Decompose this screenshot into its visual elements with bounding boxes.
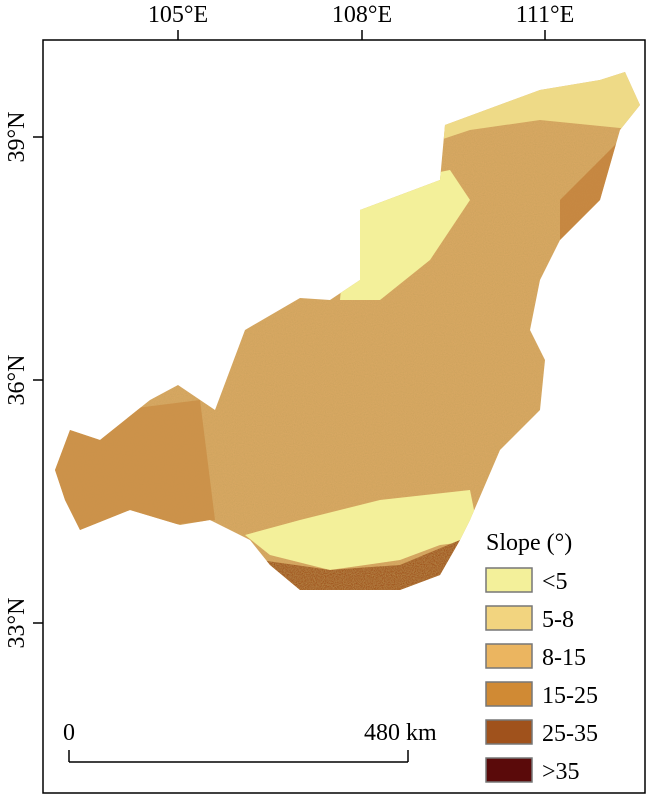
legend-label: >35 (542, 759, 580, 785)
left-tick-label: 36°N (4, 355, 30, 406)
legend-swatch (485, 605, 533, 631)
left-tick-label: 39°N (4, 112, 30, 163)
legend-label: <5 (542, 569, 568, 595)
legend-label: 5-8 (542, 607, 574, 633)
slope-raster (55, 72, 640, 590)
map-frame (42, 39, 646, 794)
left-tick-label: 33°N (4, 598, 30, 649)
legend-swatch (485, 643, 533, 669)
scale-start: 0 (63, 720, 75, 746)
top-tick-label: 105°E (148, 2, 208, 28)
legend-title: Slope (°) (486, 530, 572, 556)
legend-swatch (485, 757, 533, 783)
top-tick-label: 111°E (516, 2, 574, 28)
legend-swatch (485, 719, 533, 745)
legend-swatch (485, 567, 533, 593)
legend-swatch (485, 681, 533, 707)
top-tick-label: 108°E (332, 2, 392, 28)
legend-label: 25-35 (542, 721, 598, 747)
legend-label: 15-25 (542, 683, 598, 709)
scale-end: 480 km (364, 720, 437, 746)
legend-label: 8-15 (542, 645, 586, 671)
